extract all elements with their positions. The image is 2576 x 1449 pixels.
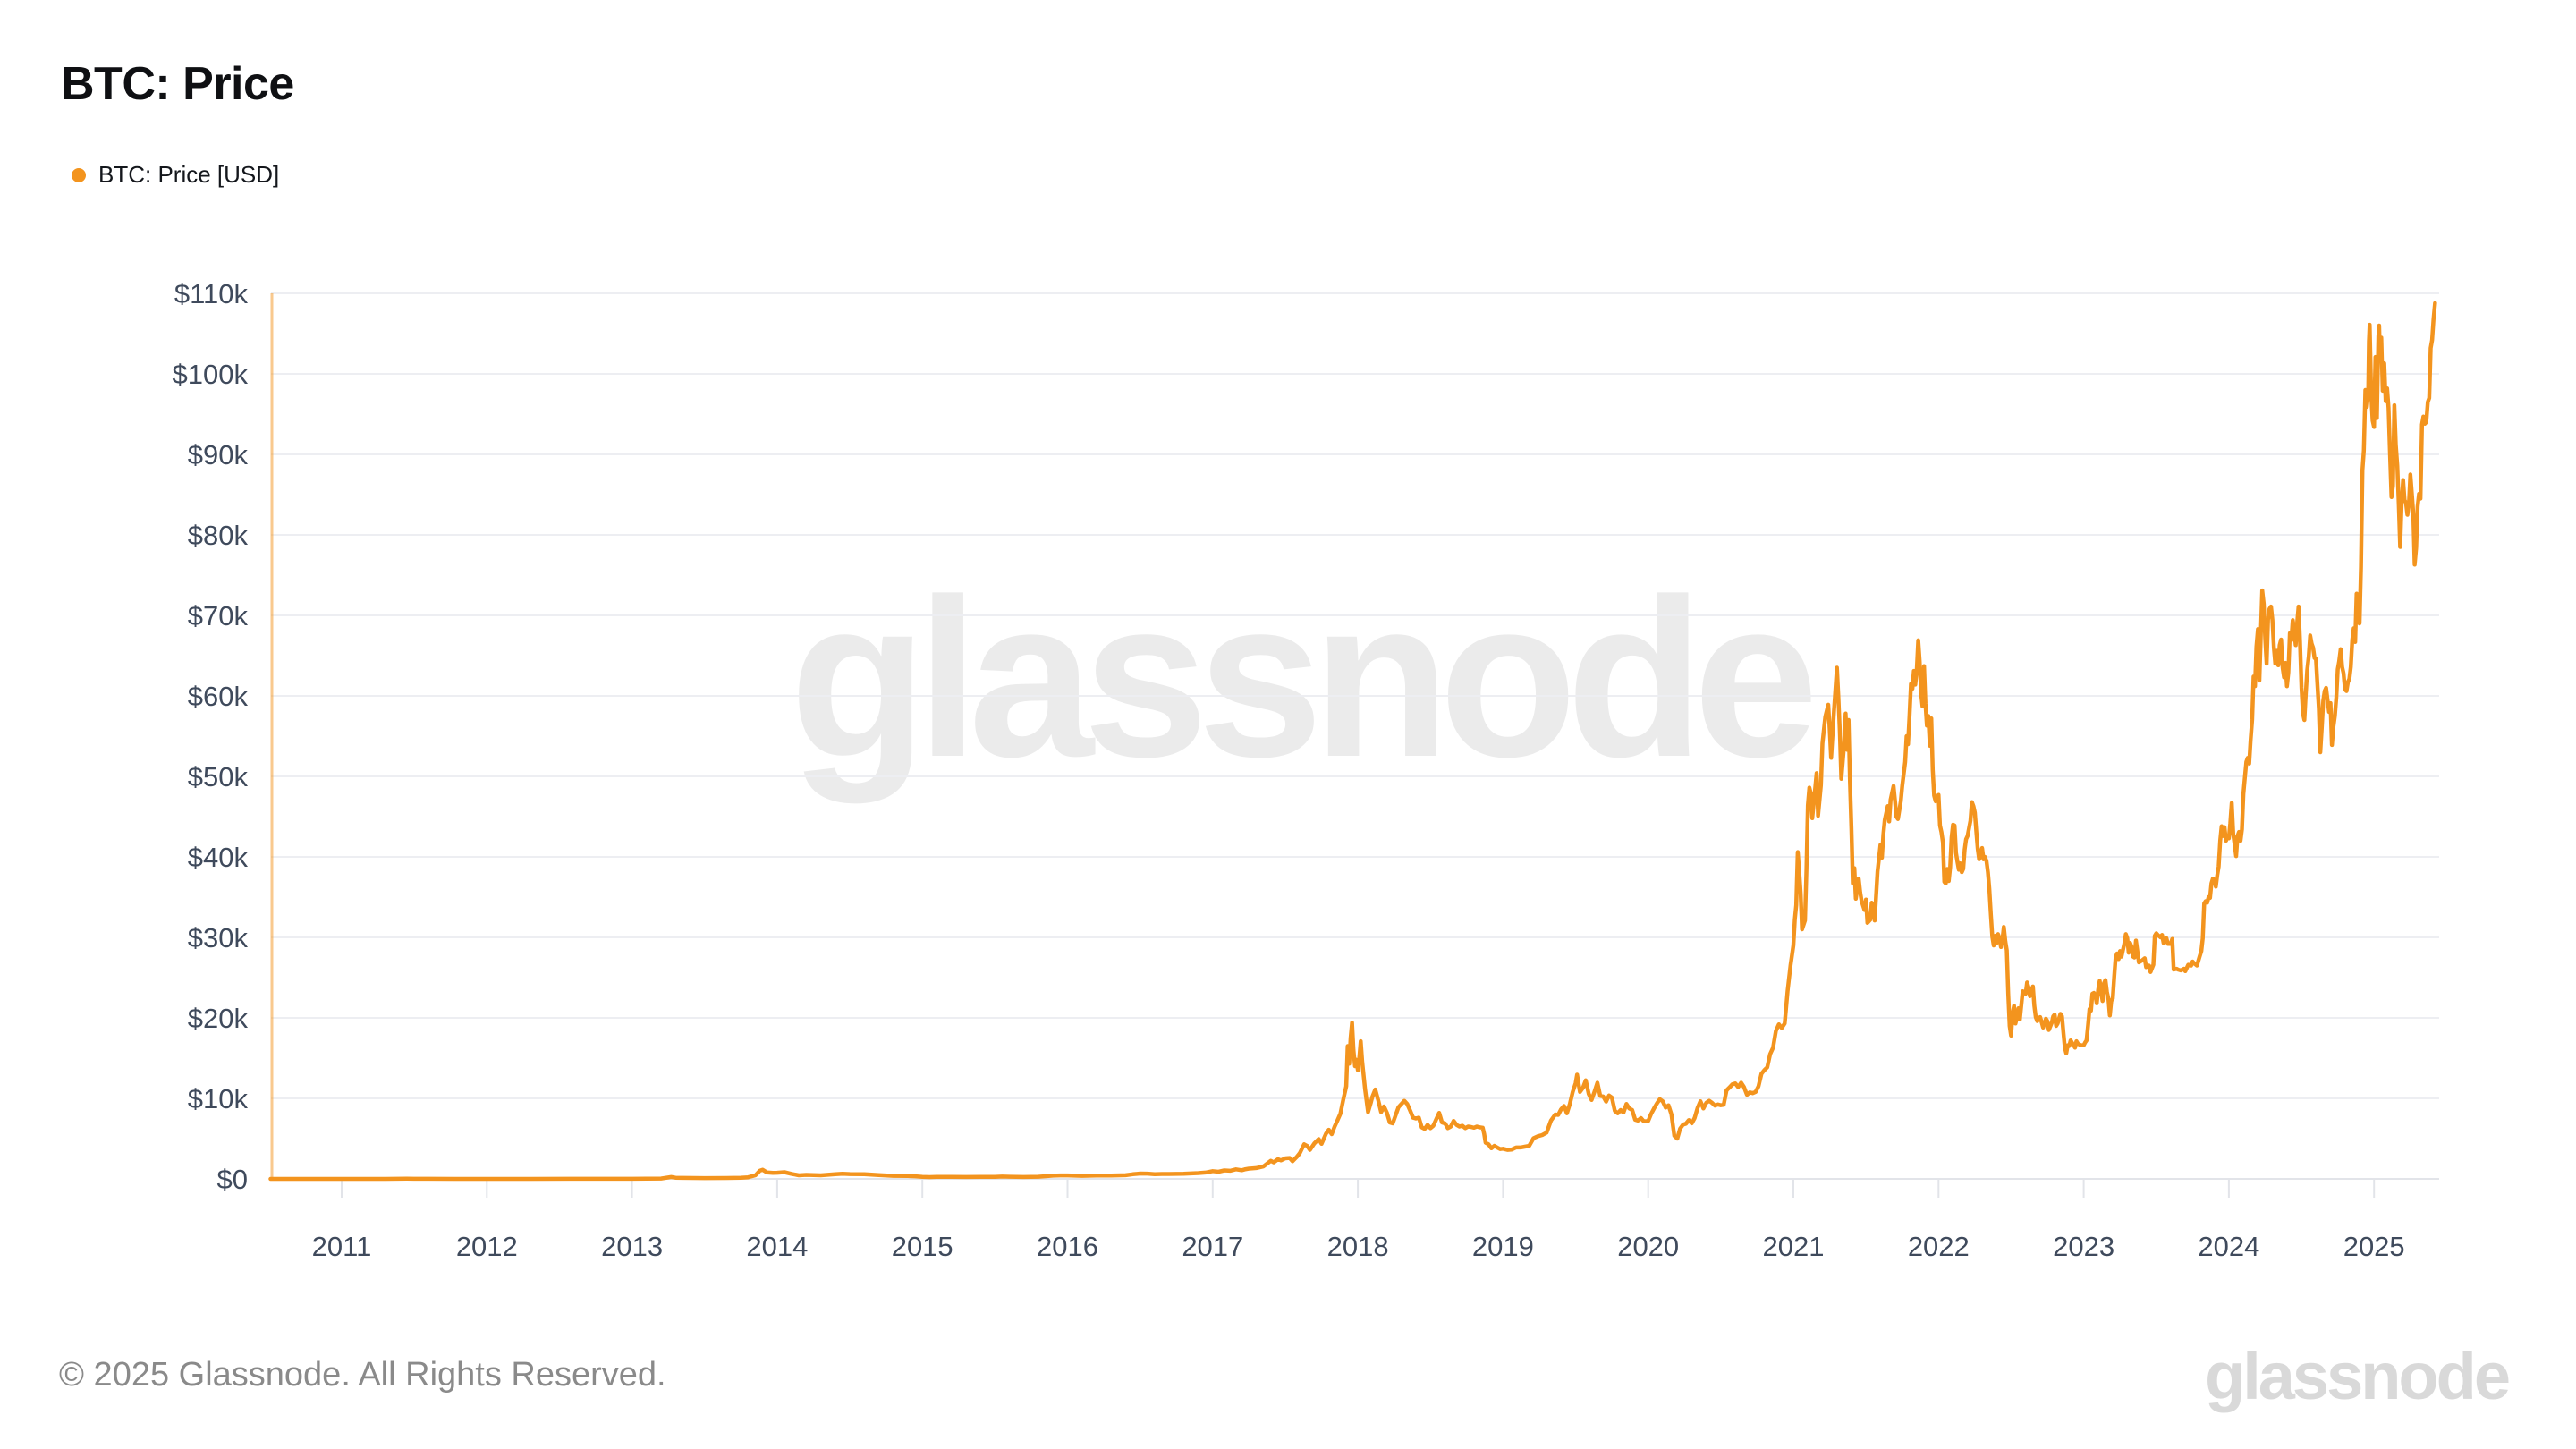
legend-item-btc-price[interactable]: BTC: Price [USD] [72, 161, 279, 189]
x-axis-tick-label: 2012 [456, 1231, 518, 1262]
y-axis-tick-label: $10k [188, 1083, 249, 1114]
footer-logo-glassnode: glassnode [2205, 1339, 2511, 1413]
y-axis-tick-label: $70k [188, 600, 249, 631]
y-axis-tick-label: $0 [217, 1164, 248, 1195]
x-axis-tick-label: 2017 [1182, 1231, 1243, 1262]
x-axis-tick-label: 2020 [1617, 1231, 1679, 1262]
btc-price-line-series[interactable] [268, 301, 2437, 1182]
y-axis-tick-label: $20k [188, 1003, 249, 1034]
y-axis-tick-label: $110k [174, 278, 249, 309]
x-axis-tick-label: 2022 [1908, 1231, 1970, 1262]
x-axis-tick-label: 2019 [1472, 1231, 1534, 1262]
y-axis-tick-label: $60k [188, 681, 249, 712]
y-axis-tick-label: $50k [188, 761, 249, 792]
y-axis-tick-label: $40k [188, 842, 249, 873]
watermark-glassnode: glassnode [789, 552, 1818, 804]
x-axis-tick-label: 2025 [2343, 1231, 2405, 1262]
x-axis-tick-label: 2024 [2198, 1231, 2259, 1262]
page-title: BTC: Price [61, 58, 294, 110]
legend: BTC: Price [USD] [72, 161, 279, 189]
legend-series-label: BTC: Price [USD] [98, 161, 280, 188]
y-axis-tick-label: $80k [188, 520, 249, 551]
y-axis-tick-label: $30k [188, 922, 249, 953]
x-axis-tick-label: 2023 [2053, 1231, 2114, 1262]
x-axis-tick-label: 2018 [1327, 1231, 1389, 1262]
x-axis-tick-label: 2011 [312, 1231, 372, 1262]
y-axis-tick-label: $100k [173, 359, 249, 390]
legend-series-dot-icon [72, 167, 86, 182]
y-axis-tick-label: $90k [188, 439, 249, 470]
x-axis-tick-label: 2015 [892, 1231, 953, 1262]
x-axis-tick-label: 2021 [1763, 1231, 1825, 1262]
x-axis-tick-label: 2013 [601, 1231, 663, 1262]
x-axis-tick-label: 2016 [1037, 1231, 1098, 1262]
x-axis-tick-label: 2014 [746, 1231, 808, 1262]
footer-copyright: © 2025 Glassnode. All Rights Reserved. [59, 1356, 666, 1394]
